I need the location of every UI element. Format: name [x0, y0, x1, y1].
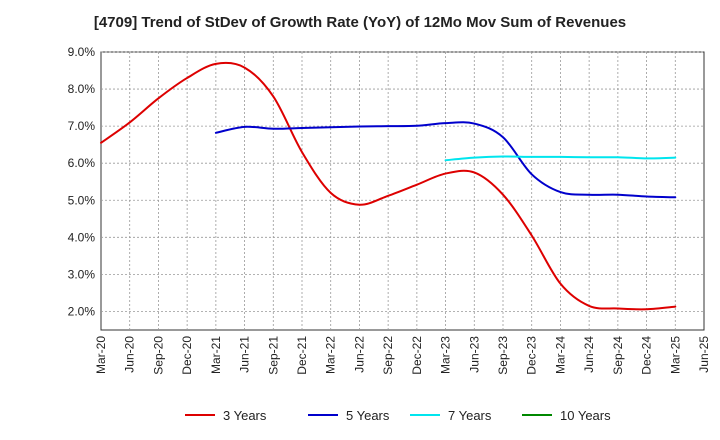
- legend-label: 5 Years: [346, 408, 390, 423]
- chart-title: [4709] Trend of StDev of Growth Rate (Yo…: [93, 14, 627, 31]
- x-tick-label: Mar-22: [324, 336, 338, 374]
- x-tick-label: Mar-23: [439, 336, 453, 374]
- x-tick-label: Mar-21: [209, 336, 223, 374]
- x-tick-label: Dec-21: [295, 336, 309, 375]
- y-tick-label: 8.0%: [68, 82, 96, 96]
- legend: 3 Years 5 Years 7 Years 10 Years: [185, 408, 611, 423]
- y-tick-label: 6.0%: [68, 156, 96, 170]
- series-line-7-years: [444, 155, 677, 162]
- x-axis: Mar-20 Jun-20 Sep-20 Dec-20 Mar-21 Jun-21 Sep-…: [94, 336, 711, 375]
- series-layer: [100, 61, 677, 311]
- legend-label: 3 Years: [223, 408, 267, 423]
- x-tick-label: Jun-21: [238, 336, 252, 373]
- y-tick-label: 7.0%: [68, 119, 96, 133]
- y-tick-label: 3.0%: [68, 267, 96, 281]
- y-tick-label: 9.0%: [68, 45, 96, 59]
- x-tick-label: Dec-22: [410, 336, 424, 375]
- x-tick-label: Jun-24: [582, 336, 596, 373]
- x-tick-label: Sep-23: [496, 336, 510, 375]
- x-tick-label: Mar-25: [668, 336, 682, 374]
- legend-label: 10 Years: [560, 408, 611, 423]
- x-tick-label: Sep-20: [151, 336, 165, 375]
- x-tick-label: Sep-21: [266, 336, 280, 375]
- legend-label: 7 Years: [448, 408, 492, 423]
- x-tick-label: Jun-25: [697, 336, 711, 373]
- y-tick-label: 2.0%: [68, 304, 96, 318]
- x-tick-label: Mar-24: [553, 336, 567, 374]
- y-tick-label: 4.0%: [68, 230, 96, 244]
- y-axis: 2.0% 3.0% 4.0% 5.0% 6.0% 7.0% 8.0% 9.0%: [68, 45, 96, 318]
- x-tick-label: Jun-20: [123, 336, 137, 373]
- x-tick-label: Sep-22: [381, 336, 395, 375]
- x-tick-label: Jun-23: [467, 336, 481, 373]
- y-tick-label: 5.0%: [68, 193, 96, 207]
- x-tick-label: Sep-24: [611, 336, 625, 375]
- series-line-3-years: [100, 61, 677, 311]
- x-tick-label: Dec-24: [640, 336, 654, 375]
- x-tick-label: Mar-20: [94, 336, 108, 374]
- x-tick-label: Dec-20: [180, 336, 194, 375]
- x-tick-label: Jun-22: [352, 336, 366, 373]
- series-line-5-years: [214, 121, 677, 199]
- x-tick-label: Dec-23: [525, 336, 539, 375]
